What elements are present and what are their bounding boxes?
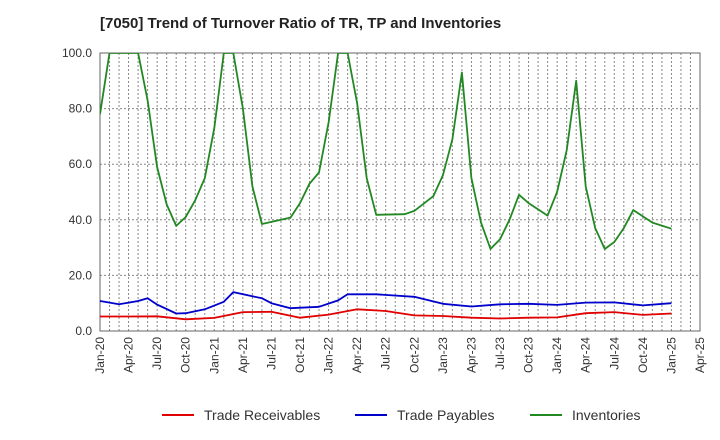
y-tick-label: 100.0 [62,46,92,60]
y-tick-label: 60.0 [69,157,93,171]
x-tick-label: Oct-23 [522,337,536,373]
x-tick-label: Jul-24 [607,337,621,370]
x-tick-label: Oct-22 [407,337,421,373]
x-tick-label: Apr-21 [236,337,250,373]
y-tick-label: 0.0 [75,324,92,338]
x-tick-label: Jan-24 [550,337,564,374]
chart-title: [7050] Trend of Turnover Ratio of TR, TP… [100,15,502,32]
legend-label-trade-payables: Trade Payables [397,407,495,423]
trade-payables-line [100,291,672,315]
x-tick-label: Jan-20 [93,337,107,374]
inventories-line [100,53,672,250]
axes: 0.0 20.0 40.0 60.0 80.0 100.0 Jan-20 Apr-20 Jul-… [62,46,707,374]
x-tick-label: Jul-20 [150,337,164,370]
x-tick-label: Oct-24 [636,337,650,373]
grid [99,52,701,332]
x-tick-label: Apr-22 [350,337,364,373]
x-tick-label: Oct-20 [179,337,193,373]
trade-receivables-line [100,308,672,321]
x-tick-label: Jan-25 [664,337,678,374]
legend-label-trade-receivables: Trade Receivables [204,407,320,423]
x-tick-label: Jan-22 [322,337,336,374]
y-tick-label: 40.0 [69,213,93,227]
x-tick-label: Apr-25 [693,337,707,373]
x-tick-label: Apr-24 [579,337,593,373]
x-tick-label: Jul-23 [493,337,507,370]
x-tick-label: Jul-22 [379,337,393,370]
y-tick-label: 80.0 [69,102,93,116]
plot-frame [99,52,701,332]
legend-label-inventories: Inventories [572,407,640,423]
x-tick-label: Oct-21 [293,337,307,373]
x-tick-label: Apr-23 [464,337,478,373]
x-tick-label: Jul-21 [264,337,278,370]
x-tick-label: Apr-20 [122,337,136,373]
x-tick-label: Jan-23 [436,337,450,374]
x-tick-label: Jan-21 [207,337,221,374]
legend: Trade Receivables Trade Payables Inventori… [162,407,640,423]
y-tick-label: 20.0 [69,268,93,282]
series-lines [100,53,672,321]
